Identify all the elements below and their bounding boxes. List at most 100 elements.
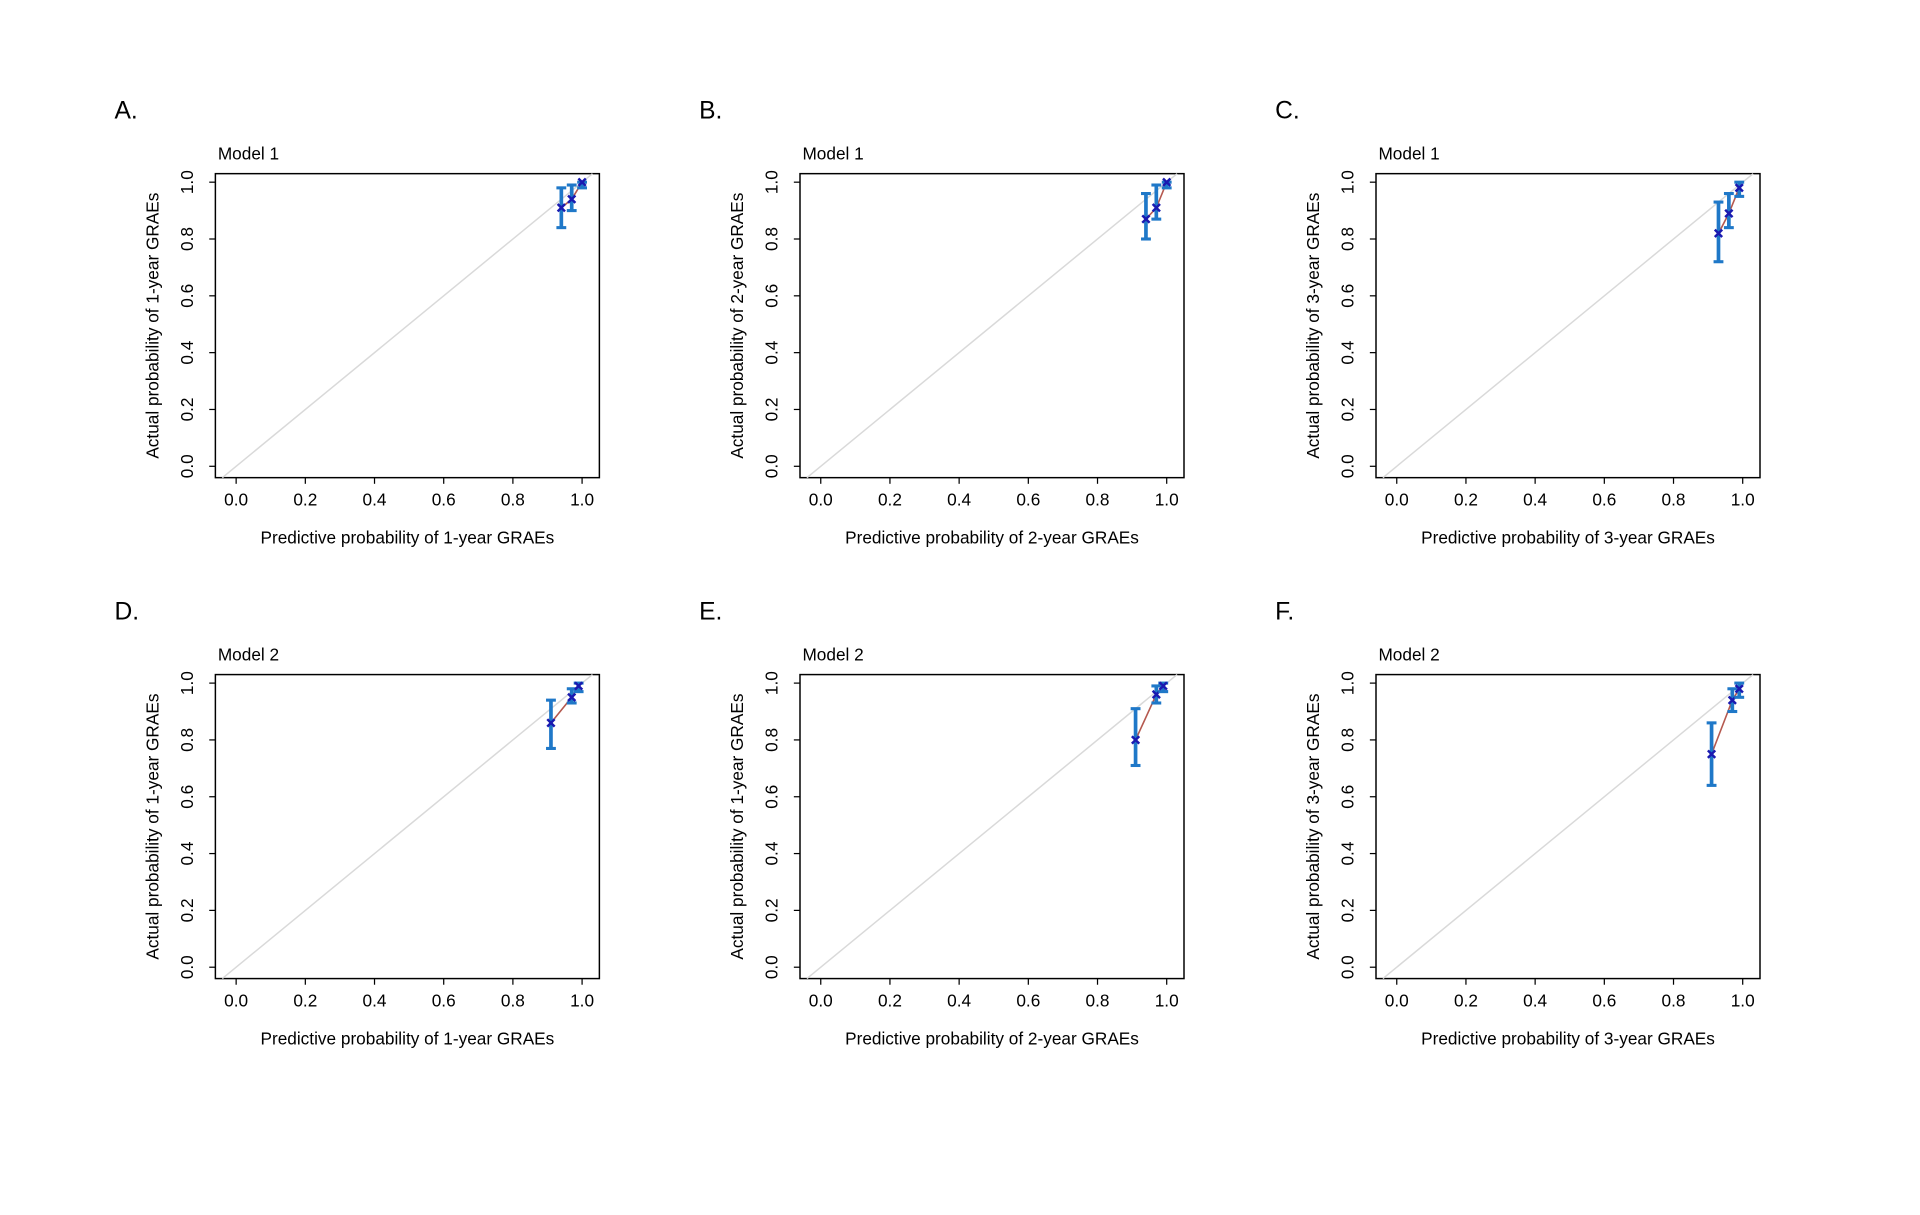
y-tick-label: 1.0 bbox=[761, 671, 781, 695]
point-marker bbox=[546, 718, 556, 728]
panel-subtitle: Model 2 bbox=[218, 645, 279, 665]
x-tick-label: 0.8 bbox=[1662, 490, 1686, 510]
error-bar bbox=[1723, 192, 1734, 230]
y-tick-label: 0.2 bbox=[1337, 397, 1357, 421]
panel-label: B. bbox=[699, 98, 722, 125]
y-tick-label: 0.4 bbox=[177, 340, 197, 364]
point-marker bbox=[1151, 203, 1161, 213]
plot-frame bbox=[1375, 172, 1761, 479]
x-tick-label: 0.2 bbox=[1454, 991, 1478, 1011]
x-tick-label: 1.0 bbox=[1155, 991, 1179, 1011]
x-tick-label: 0.4 bbox=[947, 991, 971, 1011]
y-tick-label: 0.6 bbox=[1337, 284, 1357, 308]
x-tick-label: 0.6 bbox=[1592, 490, 1616, 510]
x-tick-label: 0.0 bbox=[809, 991, 833, 1011]
calibration-panel: E. Model 2 Predictive probability of 2-yea… bbox=[699, 599, 1185, 1049]
y-tick-label: 0.6 bbox=[761, 785, 781, 809]
x-tick-label: 1.0 bbox=[570, 991, 594, 1011]
panel-subtitle: Model 1 bbox=[1378, 144, 1439, 164]
panel-label: F. bbox=[1275, 599, 1294, 626]
x-tick-label: 1.0 bbox=[1731, 490, 1755, 510]
calibration-panel: A. Model 1 Predictive probability of 1-yea… bbox=[114, 98, 601, 548]
y-axis-label: Actual probability of 3-year GRAEs bbox=[1303, 193, 1323, 459]
x-axis-label: Predictive probability of 1-year GRAEs bbox=[260, 1029, 554, 1049]
y-axis-label: Actual probability of 1-year GRAEs bbox=[727, 694, 747, 960]
x-tick-label: 1.0 bbox=[1731, 991, 1755, 1011]
x-tick-label: 0.4 bbox=[363, 991, 387, 1011]
x-tick-label: 0.6 bbox=[1016, 490, 1040, 510]
x-tick-label: 1.0 bbox=[570, 490, 594, 510]
ideal-line bbox=[806, 173, 1178, 479]
x-tick-label: 0.2 bbox=[878, 490, 902, 510]
point-marker bbox=[567, 194, 577, 204]
y-tick-label: 0.0 bbox=[761, 454, 781, 478]
y-tick-label: 0.6 bbox=[1337, 785, 1357, 809]
x-tick-label: 0.8 bbox=[1662, 991, 1686, 1011]
y-tick-label: 0.8 bbox=[761, 227, 781, 251]
x-tick-label: 0.6 bbox=[1592, 991, 1616, 1011]
y-tick-label: 0.0 bbox=[177, 454, 197, 478]
panel-label: C. bbox=[1275, 98, 1300, 125]
calibration-panel: C. Model 1 Predictive probability of 3-yea… bbox=[1275, 98, 1761, 548]
point-marker bbox=[556, 203, 566, 213]
y-tick-label: 0.4 bbox=[177, 841, 197, 865]
panel-label: A. bbox=[114, 98, 137, 125]
calibration-panel: D. Model 2 Predictive probability of 1-yea… bbox=[114, 599, 601, 1049]
y-tick-label: 0.8 bbox=[177, 728, 197, 752]
panel-label: D. bbox=[114, 599, 139, 626]
x-axis-label: Predictive probability of 2-year GRAEs bbox=[845, 1029, 1139, 1049]
plot-frame bbox=[214, 673, 601, 980]
x-tick-label: 0.2 bbox=[293, 490, 317, 510]
error-bar bbox=[1130, 707, 1141, 768]
x-tick-label: 0.0 bbox=[1385, 991, 1409, 1011]
y-tick-label: 0.4 bbox=[761, 340, 781, 364]
x-tick-label: 0.0 bbox=[1385, 490, 1409, 510]
y-tick-label: 1.0 bbox=[761, 170, 781, 194]
x-tick-label: 0.0 bbox=[224, 991, 248, 1011]
y-tick-label: 0.2 bbox=[177, 898, 197, 922]
y-axis-label: Actual probability of 1-year GRAEs bbox=[142, 694, 162, 960]
plot-frame bbox=[799, 673, 1185, 980]
x-tick-label: 0.2 bbox=[293, 991, 317, 1011]
x-tick-label: 0.0 bbox=[809, 490, 833, 510]
panel-subtitle: Model 1 bbox=[802, 144, 863, 164]
x-tick-label: 0.8 bbox=[1086, 991, 1110, 1011]
y-tick-label: 0.0 bbox=[1337, 454, 1357, 478]
x-axis-label: Predictive probability of 3-year GRAEs bbox=[1421, 528, 1715, 548]
error-bar bbox=[1151, 183, 1162, 221]
y-axis-label: Actual probability of 3-year GRAEs bbox=[1303, 694, 1323, 960]
y-axis-label: Actual probability of 1-year GRAEs bbox=[142, 193, 162, 459]
panel-subtitle: Model 2 bbox=[1378, 645, 1439, 665]
x-tick-label: 0.4 bbox=[947, 490, 971, 510]
x-tick-label: 0.2 bbox=[1454, 490, 1478, 510]
y-axis-label: Actual probability of 2-year GRAEs bbox=[727, 193, 747, 459]
y-tick-label: 0.0 bbox=[177, 955, 197, 979]
calibration-panel: F. Model 2 Predictive probability of 3-yea… bbox=[1275, 599, 1761, 1049]
x-tick-label: 0.6 bbox=[432, 991, 456, 1011]
plot-frame bbox=[214, 172, 601, 479]
point-marker bbox=[1734, 183, 1744, 193]
y-tick-label: 0.4 bbox=[761, 841, 781, 865]
y-tick-label: 0.0 bbox=[1337, 955, 1357, 979]
y-tick-label: 0.4 bbox=[1337, 841, 1357, 865]
point-marker bbox=[577, 177, 587, 187]
y-tick-label: 0.2 bbox=[177, 397, 197, 421]
panel-subtitle: Model 1 bbox=[218, 144, 279, 164]
x-tick-label: 0.2 bbox=[878, 991, 902, 1011]
point-marker bbox=[574, 681, 584, 691]
ideal-line bbox=[221, 674, 593, 980]
y-tick-label: 1.0 bbox=[177, 671, 197, 695]
ideal-line bbox=[221, 173, 593, 479]
calibration-line bbox=[1134, 685, 1164, 741]
y-tick-label: 0.2 bbox=[761, 397, 781, 421]
point-marker bbox=[1141, 214, 1151, 224]
x-tick-label: 0.4 bbox=[363, 490, 387, 510]
x-tick-label: 0.0 bbox=[224, 490, 248, 510]
x-tick-label: 0.8 bbox=[501, 991, 525, 1011]
x-axis-label: Predictive probability of 2-year GRAEs bbox=[845, 528, 1139, 548]
y-tick-label: 1.0 bbox=[1337, 170, 1357, 194]
y-tick-label: 0.2 bbox=[1337, 898, 1357, 922]
y-tick-label: 0.6 bbox=[761, 284, 781, 308]
